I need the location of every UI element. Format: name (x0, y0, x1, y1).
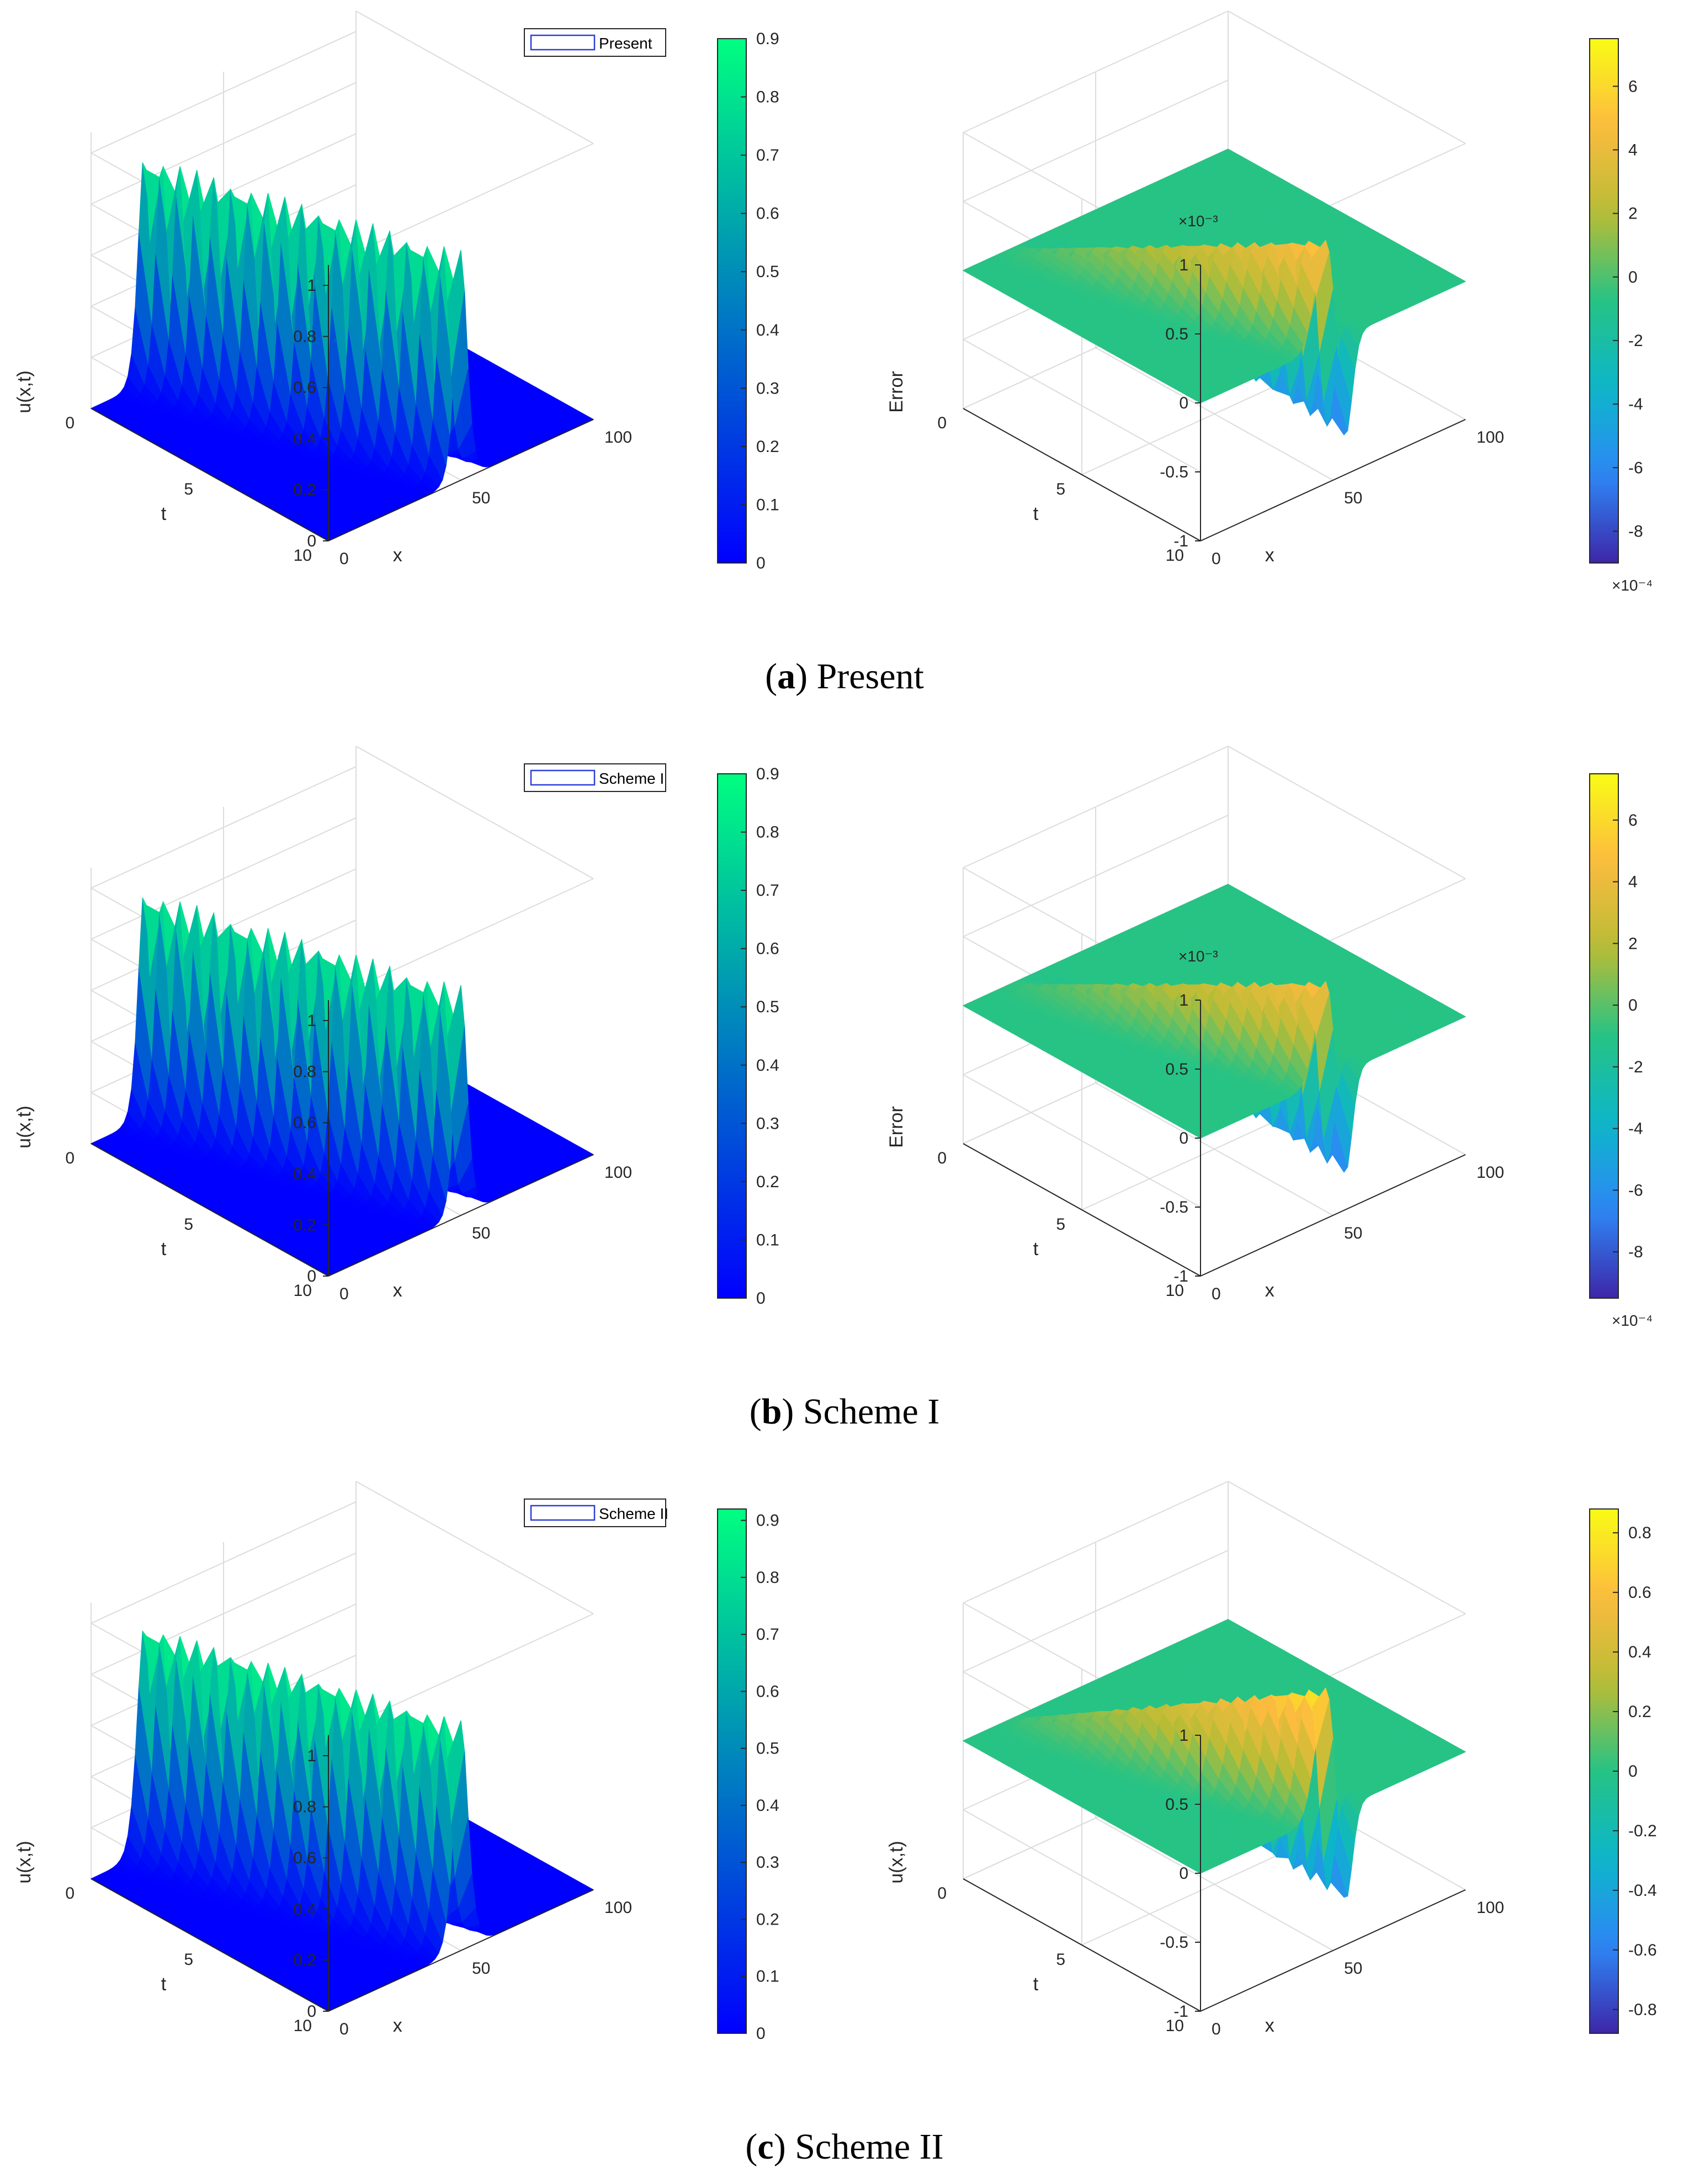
colorbar-tick-label: 0.7 (756, 146, 779, 164)
t-tick-label: 10 (294, 546, 312, 565)
colorbar-tick-label: 0.5 (756, 263, 779, 281)
colorbar-tick-label: 0.2 (756, 438, 779, 456)
t-tick-label: 0 (65, 1149, 75, 1167)
x-tick-label: 50 (1344, 489, 1362, 507)
surface (90, 897, 594, 1277)
t-axis-label: t (161, 1239, 167, 1260)
colorbar-tick-label: 0.3 (756, 1114, 779, 1133)
z-exponent-label: ×10⁻³ (1178, 212, 1218, 230)
x-axis-label: x (1265, 545, 1274, 566)
x-axis-label: x (393, 545, 402, 566)
x-tick-label: 50 (472, 489, 490, 507)
z-tick-label: 0.4 (293, 1165, 316, 1183)
z-tick-label: 0.4 (293, 430, 316, 448)
colorbar-tick-label: 0.7 (756, 881, 779, 900)
colorbar-tick-label: -2 (1628, 332, 1643, 350)
t-tick-label: 5 (184, 480, 193, 498)
colorbar-tick-label: 0 (756, 1289, 766, 1308)
colorbar-tick-label: 2 (1628, 205, 1638, 223)
t-tick-label: 5 (1056, 480, 1065, 498)
z-axis-label: u(x,t) (14, 370, 35, 413)
x-tick-label: 100 (604, 428, 632, 447)
surface (962, 148, 1467, 435)
colorbar-tick-label: 0.4 (756, 1056, 779, 1075)
z-tick-label: 0.6 (293, 379, 316, 397)
z-tick-label: 0 (1179, 394, 1188, 412)
colorbar-tick-label: 0.5 (756, 998, 779, 1016)
colorbar-tick-label: 0.8 (756, 823, 779, 842)
x-axis-label: x (393, 1280, 402, 1301)
t-tick-label: 0 (65, 414, 75, 432)
t-axis-label: t (161, 503, 167, 524)
legend-label: Scheme I (599, 770, 664, 787)
colorbar-bar (717, 773, 747, 1299)
z-tick-label: 1 (307, 1012, 316, 1030)
colorbar-tick-label: 0.9 (756, 765, 779, 783)
z-tick-label: 0.6 (293, 1114, 316, 1132)
t-tick-label: 5 (184, 1215, 193, 1234)
colorbar-tick-label: 0.3 (756, 379, 779, 397)
colorbar-tick-label: -4 (1628, 395, 1643, 413)
gridline (355, 10, 594, 144)
colorbar: -8 -6 -4 -2 0 2 4 6 ×10⁻⁴ (1589, 38, 1653, 594)
legend-swatch (530, 34, 596, 51)
colorbar-tick-label: 4 (1628, 141, 1638, 160)
colorbar-bar (717, 38, 747, 564)
z-tick-label: 0.8 (293, 328, 316, 346)
surface (90, 162, 594, 541)
t-axis-label: t (1033, 503, 1039, 524)
z-axis-label: u(x,t) (14, 1106, 35, 1148)
gridline (1228, 10, 1466, 144)
colorbar-tick-label: 0.4 (756, 321, 779, 339)
z-tick-label: -0.5 (1160, 463, 1188, 481)
legend-swatch (530, 769, 596, 786)
z-tick-label: 0.2 (293, 481, 316, 499)
x-tick-label: 0 (339, 1285, 349, 1303)
z-tick-label: 1 (1179, 256, 1188, 274)
colorbar: 0 0.1 0.2 0.3 0.4 0.5 0.6 0.7 0.8 0.9 (717, 765, 779, 1308)
colorbar-tick-label: -8 (1628, 522, 1643, 540)
x-tick-label: 50 (472, 1224, 490, 1242)
legend: Present (524, 28, 666, 57)
z-tick-label: 0.2 (293, 1216, 316, 1234)
t-tick-label: 0 (937, 414, 947, 432)
colorbar-tick-label: 0.6 (756, 940, 779, 958)
gridline (1228, 746, 1466, 879)
colorbar-tick-label: 0.2 (756, 1173, 779, 1191)
colorbar-tick-label: 0 (756, 554, 766, 572)
colorbar-tick-label: 0.8 (756, 88, 779, 107)
z-tick-label: 0.5 (1165, 325, 1188, 343)
colorbar-tick-label: 0.6 (756, 205, 779, 223)
surface (962, 884, 1467, 1173)
x-tick-label: 0 (339, 550, 349, 568)
x-tick-label: 0 (1212, 550, 1221, 568)
x-tick-label: 100 (1476, 428, 1504, 447)
z-tick-label: 1 (307, 277, 316, 295)
z-axis-label: Error (886, 371, 907, 413)
colorbar-tick-label: 0.9 (756, 30, 779, 48)
x-tick-label: 100 (604, 1163, 632, 1182)
colorbar-tick-label: 0.1 (756, 496, 779, 514)
colorbar-tick-label: 0.1 (756, 1231, 779, 1249)
colorbar-tick-label: -6 (1628, 459, 1643, 477)
colorbar-tick-label: 6 (1628, 77, 1638, 95)
t-tick-label: 10 (294, 1282, 312, 1300)
z-tick-label: 0.8 (293, 1063, 316, 1081)
colorbar: 0 0.1 0.2 0.3 0.4 0.5 0.6 0.7 0.8 0.9 (717, 30, 779, 572)
colorbar-tick-label: 0 (1628, 268, 1638, 286)
legend-label: Present (599, 35, 652, 52)
t-tick-label: 10 (1166, 546, 1184, 565)
x-axis-line (1200, 419, 1466, 541)
colorbar-exponent-label: ×10⁻⁴ (1612, 577, 1653, 594)
colorbar-bar (1589, 38, 1619, 564)
legend: Scheme I (524, 763, 666, 792)
